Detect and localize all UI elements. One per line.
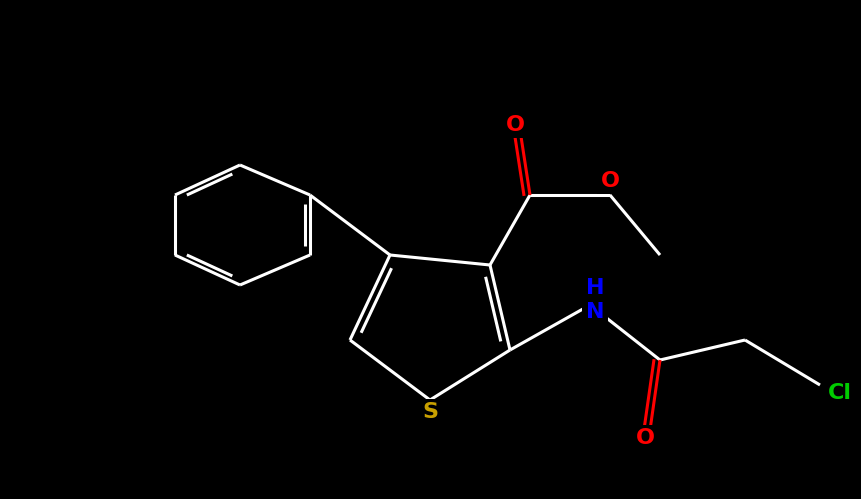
Text: O: O (600, 171, 620, 191)
Text: Cl: Cl (828, 383, 852, 403)
Text: O: O (505, 115, 524, 135)
Text: S: S (422, 402, 438, 422)
Text: H
N: H N (585, 278, 604, 321)
Text: O: O (635, 428, 654, 448)
